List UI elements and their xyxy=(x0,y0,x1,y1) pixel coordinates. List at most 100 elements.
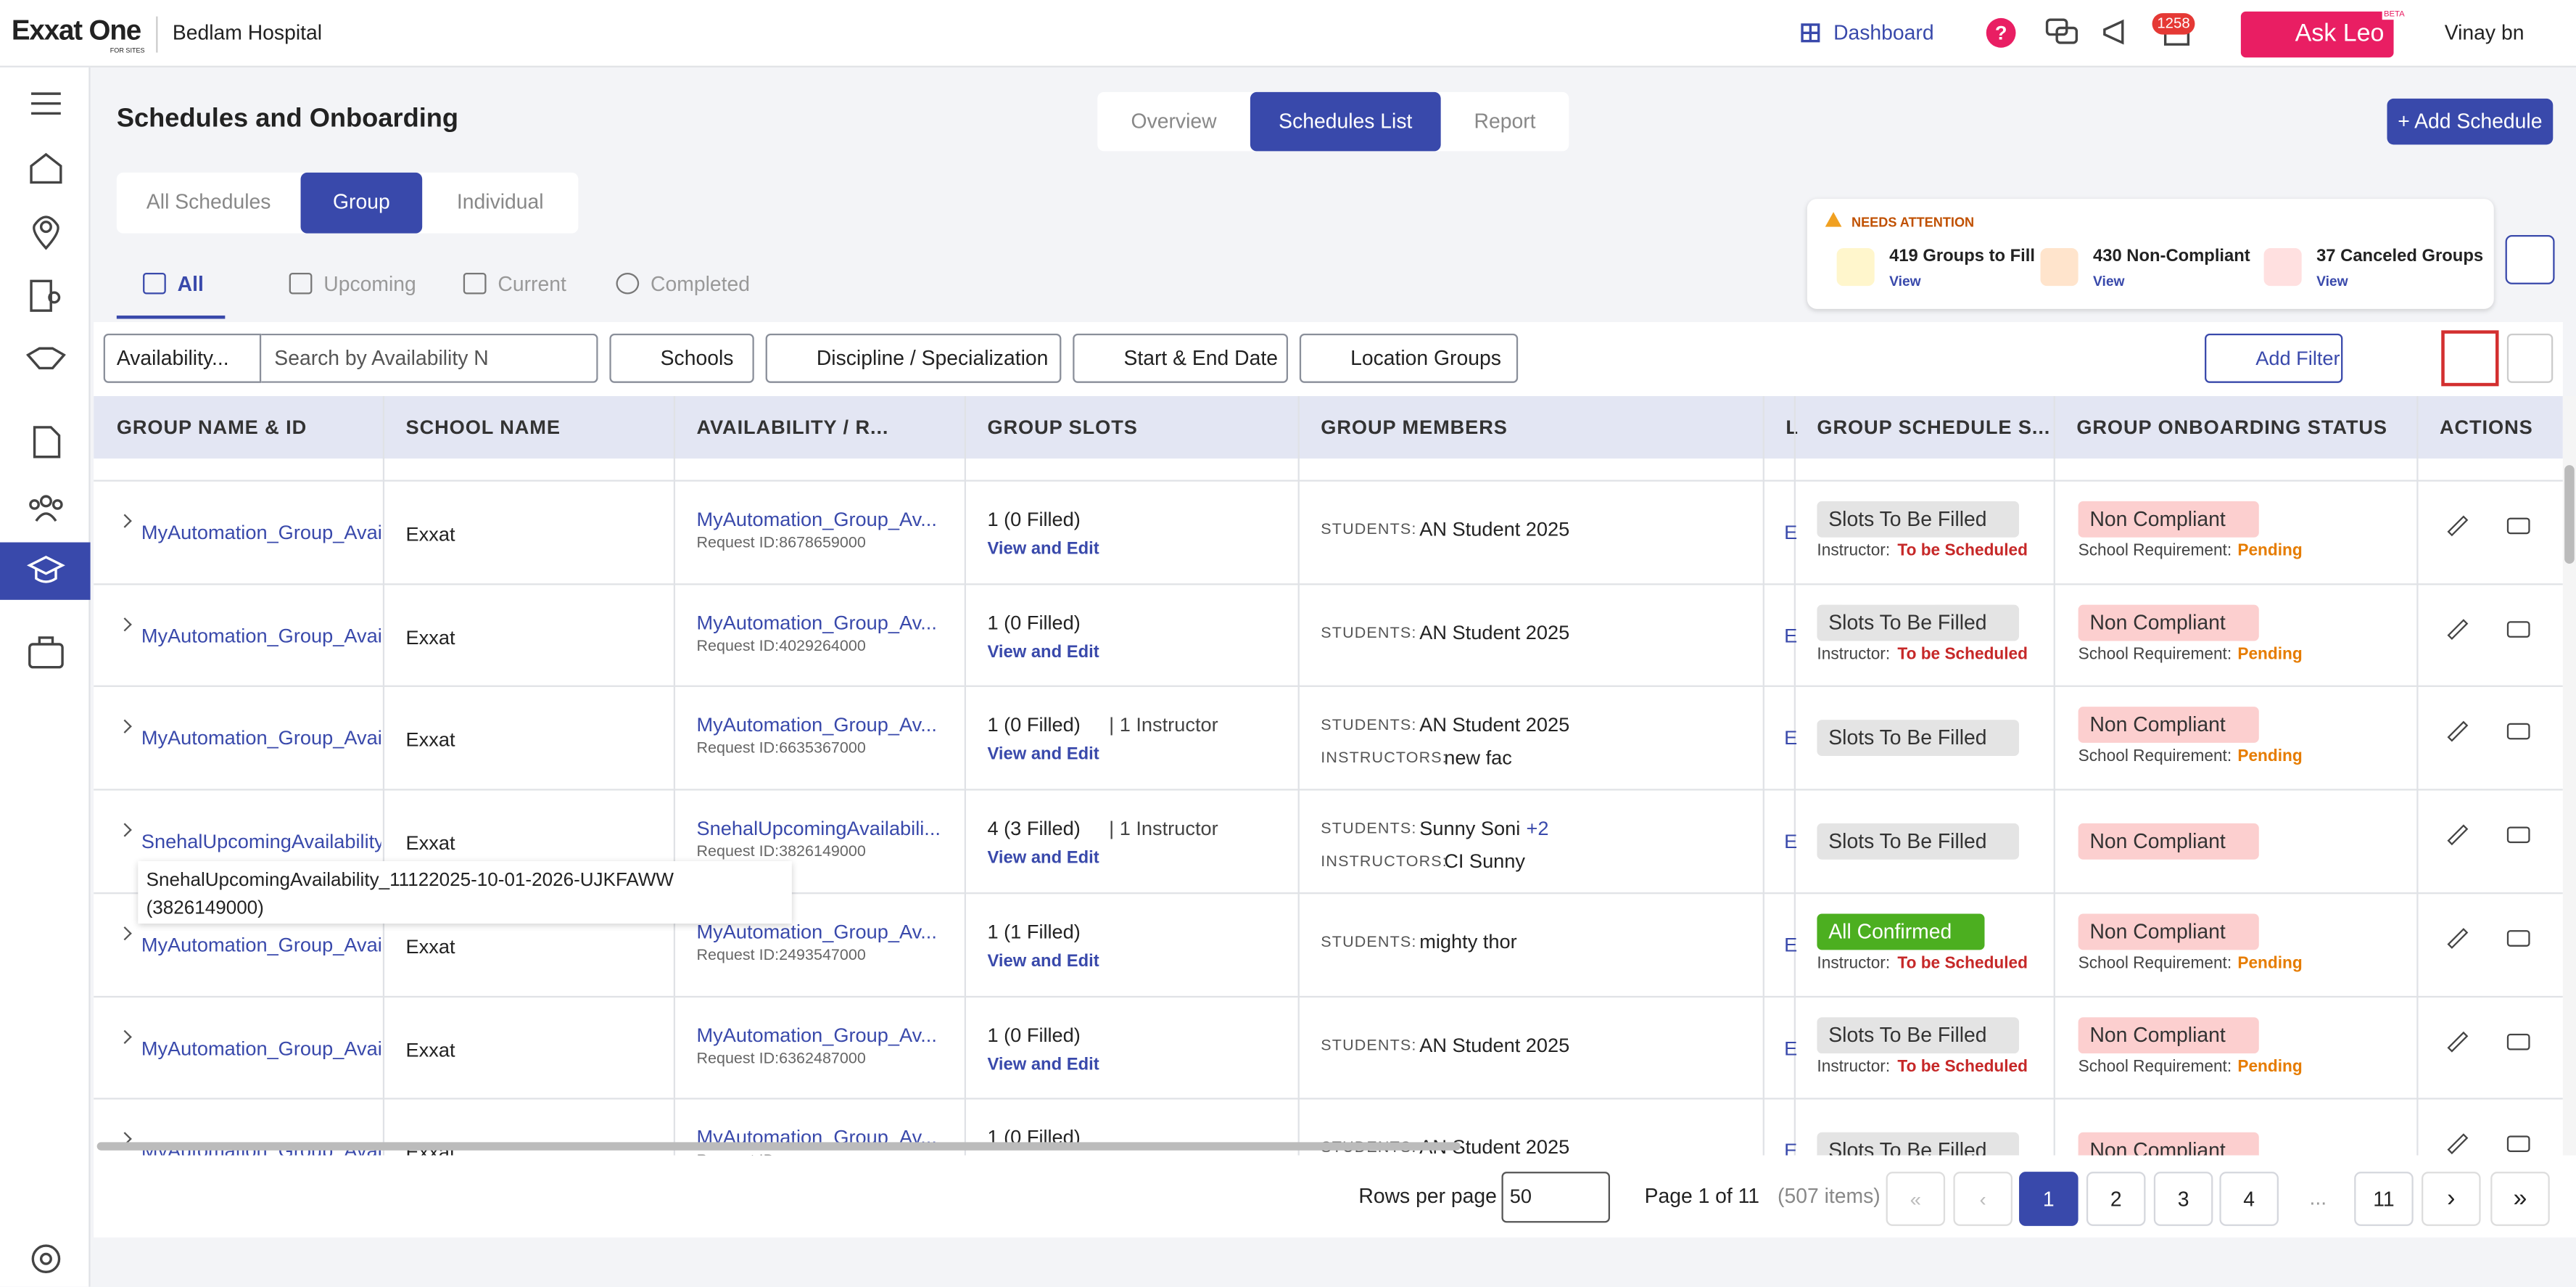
comment-action[interactable] xyxy=(2506,1135,2530,1153)
availability-link[interactable]: MyAutomation_Group_Av... xyxy=(696,714,937,737)
first-page[interactable]: « xyxy=(1886,1172,1946,1226)
attention-link[interactable]: View xyxy=(1889,273,1921,289)
location[interactable]: E xyxy=(1784,830,1798,853)
comment-action[interactable] xyxy=(2506,620,2530,638)
slots-link[interactable]: View and Edit xyxy=(987,539,1099,559)
page-button[interactable]: 1 xyxy=(2019,1172,2078,1226)
status-tab[interactable]: All xyxy=(177,273,204,296)
location[interactable]: E xyxy=(1784,727,1798,750)
schedule-status[interactable]: Slots To Be Filled xyxy=(1817,604,2020,641)
column-header[interactable]: GROUP MEMBERS xyxy=(1321,416,1508,439)
slots-link[interactable]: View and Edit xyxy=(987,1054,1099,1074)
member-extra[interactable]: +2 xyxy=(1526,817,1549,840)
tab[interactable]: Schedules List xyxy=(1250,91,1441,152)
comment-action[interactable] xyxy=(2506,826,2530,844)
slots-link[interactable]: View and Edit xyxy=(987,642,1099,662)
location-icon[interactable] xyxy=(28,213,65,250)
handshake-icon[interactable] xyxy=(26,342,66,374)
onboarding-status[interactable]: Non Compliant xyxy=(2078,501,2259,538)
location[interactable]: E xyxy=(1784,624,1798,647)
schedule-status[interactable]: Slots To Be Filled xyxy=(1817,823,2020,860)
people-list-icon[interactable] xyxy=(28,278,65,314)
page-button[interactable]: 11 xyxy=(2354,1172,2414,1226)
filter-button[interactable]: Location Groups xyxy=(1299,333,1519,383)
expand-chevron[interactable] xyxy=(117,926,132,940)
settings-button[interactable] xyxy=(2506,333,2554,383)
page-button[interactable]: 2 xyxy=(2086,1172,2146,1226)
column-header[interactable]: L xyxy=(1786,416,1799,439)
attention-link[interactable]: View xyxy=(2316,273,2348,289)
availability-link[interactable]: SnehalUpcomingAvailabili... xyxy=(696,817,941,840)
group-name[interactable]: MyAutomation_Group_Availa xyxy=(141,1036,381,1059)
sidebar-active[interactable] xyxy=(0,542,91,600)
onboarding-status[interactable]: Non Compliant xyxy=(2078,823,2259,860)
expand-chevron[interactable] xyxy=(117,617,132,631)
status-tab[interactable]: Completed xyxy=(651,273,751,296)
rows-per-page-select[interactable]: 50 xyxy=(1501,1172,1610,1223)
edit-action[interactable] xyxy=(2447,927,2469,949)
home-icon[interactable] xyxy=(28,151,65,184)
edit-action[interactable] xyxy=(2447,1030,2469,1052)
column-header[interactable]: GROUP NAME & ID xyxy=(116,416,307,439)
availability-link[interactable]: MyAutomation_Group_Av... xyxy=(696,610,937,634)
status-tab[interactable]: Upcoming xyxy=(323,273,416,296)
chat-icon[interactable] xyxy=(2044,17,2080,49)
column-header[interactable]: GROUP SCHEDULE S... xyxy=(1817,416,2051,439)
group-name[interactable]: MyAutomation_Group_Availa xyxy=(141,521,381,544)
edit-action[interactable] xyxy=(2447,1133,2469,1155)
schedule-status[interactable]: Slots To Be Filled xyxy=(1817,1132,2020,1156)
ask-leo-button[interactable]: Ask Leo xyxy=(2240,11,2394,58)
export-button[interactable] xyxy=(2441,330,2499,387)
group-name[interactable]: SnehalUpcomingAvailability_ xyxy=(141,830,381,853)
view-tab[interactable]: Individual xyxy=(456,190,544,214)
location[interactable]: E xyxy=(1784,1036,1798,1059)
group-name[interactable]: MyAutomation_Group_Availa xyxy=(141,624,381,647)
schedule-status[interactable]: Slots To Be Filled xyxy=(1817,720,2020,757)
search-input[interactable]: Search by Availability N xyxy=(261,333,598,383)
edit-action[interactable] xyxy=(2447,721,2469,743)
column-header[interactable]: GROUP SLOTS xyxy=(987,416,1138,439)
filter-button[interactable]: Discipline / Specialization xyxy=(765,333,1062,383)
settings-icon[interactable] xyxy=(28,1241,65,1277)
user-menu[interactable]: Vinay bn xyxy=(2444,21,2525,45)
expand-chevron[interactable] xyxy=(117,823,132,837)
filter-button[interactable]: Schools xyxy=(609,333,754,383)
edit-action[interactable] xyxy=(2447,515,2469,537)
last-page[interactable]: » xyxy=(2490,1172,2550,1226)
dashboard-link[interactable]: Dashboard xyxy=(1833,21,1934,45)
help-icon[interactable]: ? xyxy=(1986,17,2016,48)
location[interactable]: E xyxy=(1784,521,1798,544)
slots-link[interactable]: View and Edit xyxy=(987,848,1099,868)
status-tab[interactable]: Current xyxy=(498,273,566,296)
filter-button[interactable]: Start & End Date xyxy=(1073,333,1288,383)
tab[interactable]: Overview xyxy=(1131,110,1217,133)
page-button[interactable]: 3 xyxy=(2153,1172,2213,1226)
menu-icon[interactable] xyxy=(30,91,62,117)
onboarding-status[interactable]: Non Compliant xyxy=(2078,707,2259,744)
edit-action[interactable] xyxy=(2447,618,2469,640)
slots-link[interactable]: View and Edit xyxy=(987,745,1099,765)
schedule-status[interactable]: Slots To Be Filled xyxy=(1817,501,2020,538)
group-name[interactable]: MyAutomation_Group_Availa xyxy=(141,727,381,750)
schedule-status[interactable]: All Confirmed xyxy=(1817,913,1985,950)
edit-action[interactable] xyxy=(2447,824,2469,846)
column-header[interactable]: SCHOOL NAME xyxy=(405,416,561,439)
column-header[interactable]: GROUP ONBOARDING STATUS xyxy=(2076,416,2387,439)
onboarding-status[interactable]: Non Compliant xyxy=(2078,1132,2259,1156)
team-icon[interactable] xyxy=(26,490,65,526)
comment-action[interactable] xyxy=(2506,1032,2530,1050)
add-schedule-button[interactable]: + Add Schedule xyxy=(2387,98,2554,145)
availability-link[interactable]: MyAutomation_Group_Av... xyxy=(696,920,937,943)
column-header[interactable]: ACTIONS xyxy=(2439,416,2533,439)
location[interactable]: E xyxy=(1784,933,1798,956)
onboarding-status[interactable]: Non Compliant xyxy=(2078,913,2259,950)
next-page[interactable]: › xyxy=(2422,1172,2481,1226)
prev-page[interactable]: ‹ xyxy=(1953,1172,2012,1226)
comment-action[interactable] xyxy=(2506,929,2530,947)
onboarding-status[interactable]: Non Compliant xyxy=(2078,1016,2259,1053)
group-name[interactable]: MyAutomation_Group_Availa xyxy=(141,933,381,956)
add-filter-button[interactable]: Add Filter xyxy=(2205,333,2343,383)
attention-link[interactable]: View xyxy=(2092,273,2125,289)
announce-icon[interactable] xyxy=(2100,17,2136,49)
calendar-button[interactable] xyxy=(2505,234,2555,284)
